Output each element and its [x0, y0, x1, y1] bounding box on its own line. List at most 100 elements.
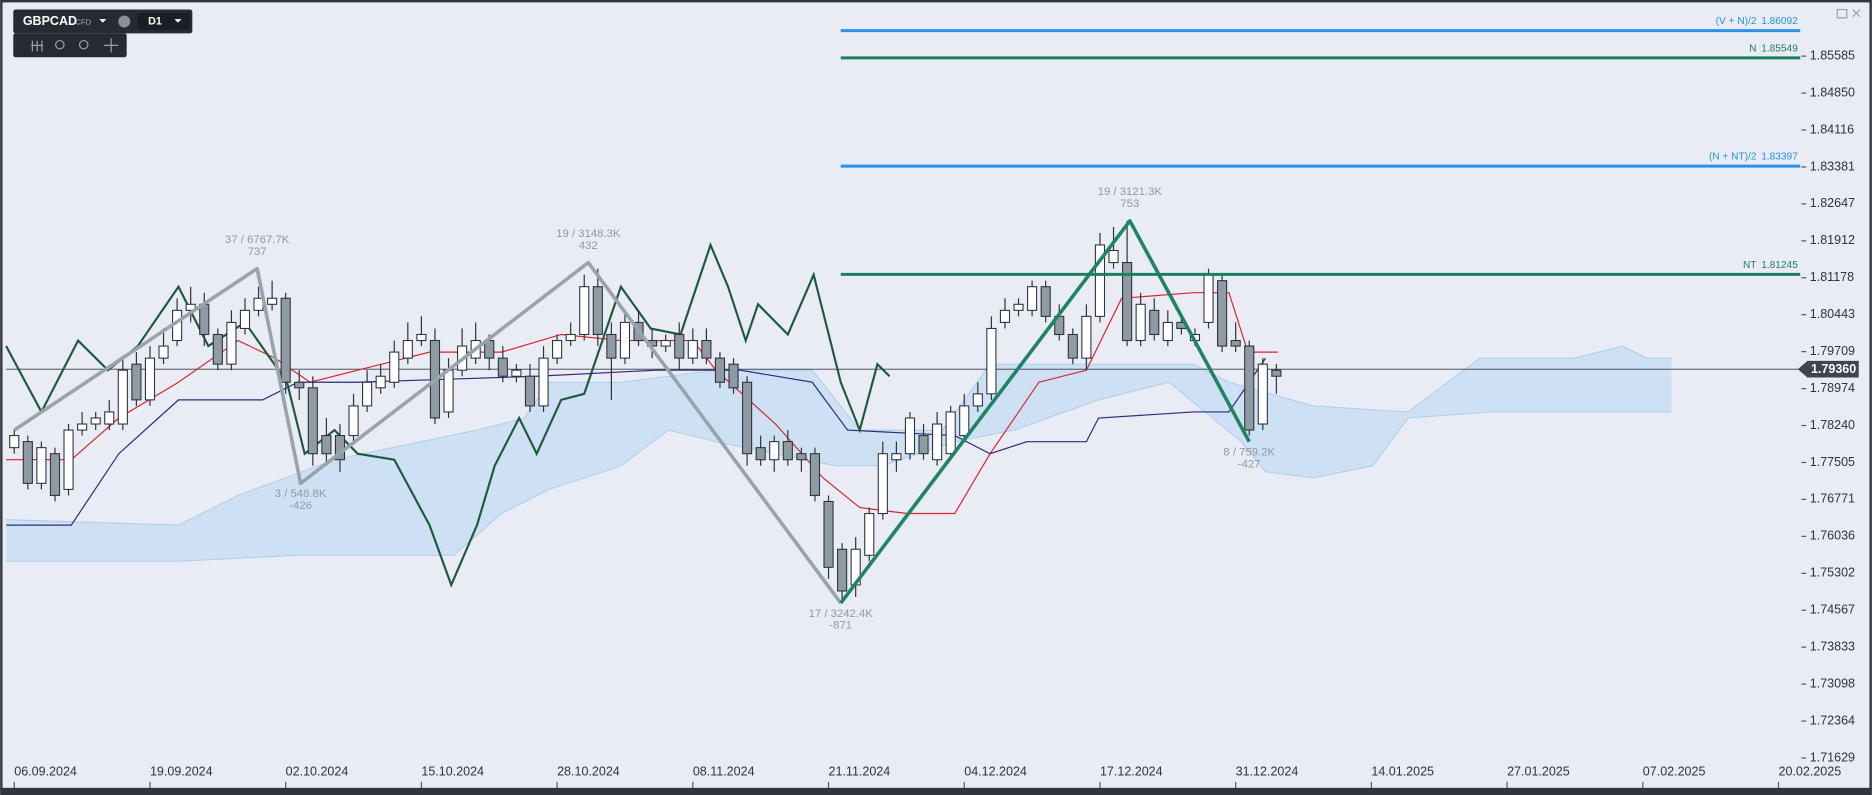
candle-body [226, 321, 237, 365]
bottom-bar [0, 789, 1872, 795]
y-tick-label: 1.76036 [1810, 529, 1855, 543]
candle-body [144, 357, 156, 401]
wave-label: 37 / 6767.7K [225, 234, 290, 246]
candle-body [294, 381, 305, 389]
candle-body [511, 369, 522, 377]
level-label: N 1.85549 [1749, 43, 1798, 54]
candle-body [796, 453, 807, 461]
candle-body [1257, 363, 1268, 425]
candle-body [49, 453, 61, 496]
candle-body [999, 309, 1011, 323]
candle-body [77, 423, 88, 431]
candle-body [63, 429, 74, 490]
x-tick-label: 02.10.2024 [286, 765, 349, 779]
y-tick-label: 1.78240 [1810, 418, 1855, 432]
x-tick-label: 15.10.2024 [421, 765, 484, 779]
timeframe-box[interactable] [137, 13, 190, 30]
candle-body [945, 411, 956, 455]
level-name: (N + NT)/2 [1709, 151, 1757, 162]
candle-body [1108, 249, 1119, 264]
level-name: N [1749, 43, 1756, 54]
candle-body [185, 303, 196, 311]
candle-body [864, 512, 875, 556]
y-tick-label: 1.76771 [1810, 492, 1855, 506]
wave-label: -871 [829, 620, 852, 632]
candle-body [619, 321, 631, 359]
window-controls[interactable] [1836, 8, 1861, 19]
candle-body [443, 369, 454, 413]
candle-body [1217, 280, 1228, 347]
indicator-line [6, 357, 1267, 526]
candle-body [1027, 286, 1038, 311]
y-tick-label: 1.72364 [1810, 713, 1855, 727]
candle-body [280, 297, 291, 383]
y-tick-label: 1.78974 [1810, 381, 1855, 395]
x-tick-label: 27.01.2025 [1507, 765, 1570, 779]
x-tick-label: 21.11.2024 [829, 765, 891, 779]
y-tick-label: 1.73098 [1810, 676, 1855, 690]
y-tick-label: 1.75302 [1810, 566, 1855, 580]
candle-body [809, 453, 821, 496]
wave-label: 3 / 548.8K [275, 488, 327, 500]
crosshair-icon[interactable] [103, 38, 119, 53]
wave-label: 19 / 3121.3K [1098, 186, 1163, 198]
candle-body [1149, 309, 1160, 336]
candle-body [524, 375, 536, 407]
zoom-out-icon[interactable] [55, 39, 65, 50]
candle-body [307, 387, 318, 455]
candle-body [1203, 274, 1214, 323]
dropdown-icon[interactable] [174, 19, 182, 23]
candle-body [1162, 321, 1173, 342]
bars-icon[interactable] [31, 40, 44, 52]
y-tick-label: 1.85585 [1810, 48, 1855, 62]
timeframe[interactable]: D1 [148, 15, 162, 27]
x-tick-label: 28.10.2024 [557, 765, 620, 779]
candle-body [986, 327, 997, 395]
candle-body [565, 333, 576, 342]
candle-body [742, 381, 753, 455]
level-name: NT [1743, 260, 1757, 271]
level-value: 1.85549 [1761, 43, 1798, 54]
candle-body [389, 351, 400, 383]
candle-body [904, 417, 916, 455]
level-value: 1.83397 [1761, 151, 1798, 162]
market: CFD [75, 18, 91, 27]
info-icon[interactable] [118, 15, 131, 28]
y-tick-label: 1.77505 [1810, 455, 1855, 469]
candle-body [972, 393, 983, 407]
dropdown-icon[interactable] [99, 19, 107, 23]
x-tick-label: 08.11.2024 [693, 765, 755, 779]
y-tick-label: 1.84850 [1810, 85, 1855, 99]
symbol[interactable]: GBPCAD [23, 14, 77, 28]
candle-body [1122, 262, 1133, 342]
cloud-upper [6, 345, 1672, 526]
candle-body [497, 357, 508, 377]
candle-body [592, 286, 603, 336]
candle-body [9, 435, 20, 449]
zoom-in-icon[interactable] [78, 39, 89, 50]
candle-body [131, 363, 142, 401]
candle-body [267, 297, 278, 305]
level-value: 1.81245 [1761, 260, 1798, 271]
wave-label: 8 / 759.2K [1223, 446, 1275, 458]
candle-body [1135, 303, 1146, 342]
candle-body [769, 441, 780, 461]
x-tick-label: 07.02.2025 [1643, 765, 1706, 779]
x-tick-label: 04.12.2024 [964, 765, 1027, 779]
candle-body [823, 500, 834, 568]
candle-body [701, 339, 712, 359]
candle-body [1271, 369, 1282, 377]
candle-body [782, 441, 793, 461]
candle-body [1040, 286, 1051, 317]
candle-body [199, 303, 210, 336]
plot-area: 1.85585 1.84850 1.84116 1.83381 1.82647 1.819… [5, 16, 1859, 788]
candle-body [321, 435, 332, 455]
candle-body [932, 423, 943, 461]
candle-body [918, 435, 929, 455]
candle-body [348, 405, 359, 437]
candle-body [1094, 244, 1106, 317]
y-tick-label: 1.74567 [1810, 603, 1855, 617]
candle-body [714, 357, 726, 383]
wave-label: 753 [1120, 198, 1139, 210]
